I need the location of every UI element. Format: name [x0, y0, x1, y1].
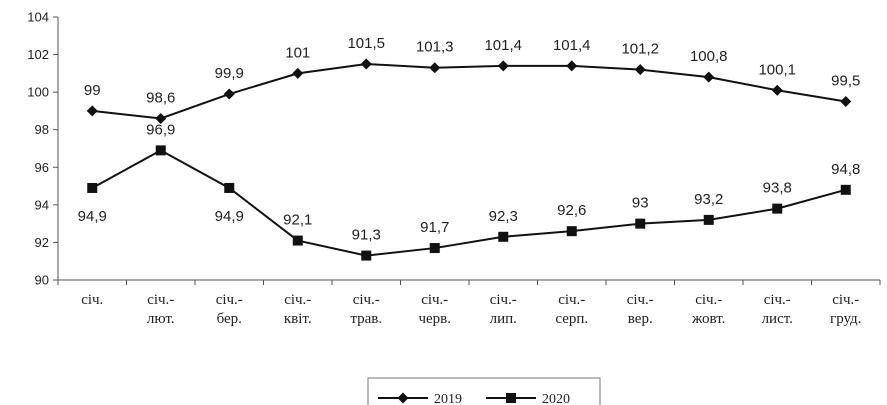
y-tick-label: 102	[27, 47, 49, 62]
legend-label-2019: 2019	[434, 392, 462, 405]
x-tick-label: січ.-жовт.	[691, 292, 725, 327]
data-label-2019: 101,4	[553, 37, 591, 54]
x-tick-label: січ.-квіт.	[284, 292, 312, 327]
point-2019	[566, 60, 578, 72]
data-label-2020: 91,3	[352, 227, 381, 244]
series-line-2020	[91, 149, 847, 257]
data-label-2019: 101,2	[621, 41, 659, 58]
x-tick-label: січ.-черв.	[418, 292, 451, 327]
data-label-2020: 94,9	[215, 208, 244, 225]
point-2020	[224, 182, 235, 193]
point-2020	[772, 203, 783, 214]
point-2020	[840, 184, 851, 195]
y-tick-label: 90	[35, 273, 49, 288]
data-label-2019: 98,6	[146, 89, 175, 106]
y-tick-label: 98	[35, 122, 49, 137]
data-label-2019: 99	[84, 82, 101, 99]
point-2020	[498, 231, 509, 242]
series-2020: 94,9 96,9 94,9 92,1 91,3 91,7 92,3 92,6 93 93,2 93…	[78, 121, 860, 261]
point-2020	[155, 145, 166, 156]
y-tick-label: 96	[35, 160, 49, 175]
point-2019	[292, 67, 304, 79]
axes	[57, 17, 880, 281]
data-label-2020: 92,3	[489, 208, 518, 225]
point-2019	[634, 64, 646, 76]
y-tick-label: 94	[35, 197, 49, 212]
y-tick-label: 100	[27, 85, 49, 100]
point-2019	[360, 58, 372, 70]
point-2020	[703, 214, 714, 225]
data-label-2019: 100,1	[758, 61, 796, 78]
data-label-2020: 96,9	[146, 121, 175, 138]
data-label-2019: 99,9	[215, 65, 244, 82]
data-label-2020: 94,8	[831, 161, 860, 178]
legend: 2019 2020	[367, 377, 601, 405]
data-label-2020: 94,9	[78, 208, 107, 225]
point-legend-2020	[506, 393, 516, 403]
y-tick-labels: 90 92 94 96 98 100 102 104	[27, 10, 58, 288]
x-tick-label: січ.-лют.	[147, 292, 175, 327]
series-2019: 99 98,6 99,9 101 101,5 101,3 101,4 101,4 101,2 10…	[84, 35, 860, 124]
point-2019	[429, 62, 441, 74]
point-2019	[155, 112, 167, 124]
point-2020	[635, 218, 646, 229]
data-label-2019: 101,3	[416, 39, 454, 56]
legend-label-2020: 2020	[542, 392, 570, 405]
data-label-2020: 93,8	[763, 180, 792, 197]
x-tick-label: січ.-бер.	[216, 292, 243, 327]
x-tick-label: січ.-трав.	[350, 292, 382, 327]
point-2020	[87, 182, 98, 193]
data-label-2020: 93,2	[694, 191, 723, 208]
point-2019	[703, 71, 715, 83]
series-group: 99 98,6 99,9 101 101,5 101,3 101,4 101,4 101,2 10…	[78, 35, 860, 261]
y-tick-label: 104	[27, 10, 49, 25]
point-2020	[361, 250, 372, 261]
x-tick-label: січ.-вер.	[627, 292, 654, 327]
x-tick-labels: січ. січ.-лют. січ.-бер. січ.-квіт. січ.-тра…	[57, 280, 881, 327]
data-label-2019: 101,4	[484, 37, 522, 54]
data-label-2019: 101	[285, 44, 310, 61]
x-tick-label: січ.-серп.	[555, 292, 588, 327]
x-tick-label: січ.	[81, 292, 103, 308]
x-tick-label: січ.-лист.	[762, 292, 793, 327]
data-label-2020: 93	[632, 195, 649, 212]
point-2019	[497, 60, 509, 72]
point-2020	[429, 243, 440, 254]
data-label-2020: 92,6	[557, 202, 586, 219]
x-tick-label: січ.-груд.	[830, 292, 861, 327]
point-2020	[566, 226, 577, 237]
data-label-2019: 100,8	[690, 48, 728, 65]
data-label-2020: 92,1	[283, 212, 312, 229]
point-legend-2019	[397, 392, 409, 404]
x-tick-label: січ.-лип.	[490, 292, 517, 327]
legend-box	[367, 377, 601, 405]
point-2019	[771, 84, 783, 96]
series-line-2019	[92, 62, 846, 120]
y-tick-label: 92	[35, 235, 49, 250]
point-2020	[292, 235, 303, 246]
data-label-2019: 101,5	[347, 35, 385, 52]
point-2019	[86, 105, 98, 117]
data-label-2020: 91,7	[420, 219, 449, 236]
point-2019	[840, 96, 852, 108]
point-2019	[223, 88, 235, 100]
data-label-2019: 99,5	[831, 73, 860, 90]
